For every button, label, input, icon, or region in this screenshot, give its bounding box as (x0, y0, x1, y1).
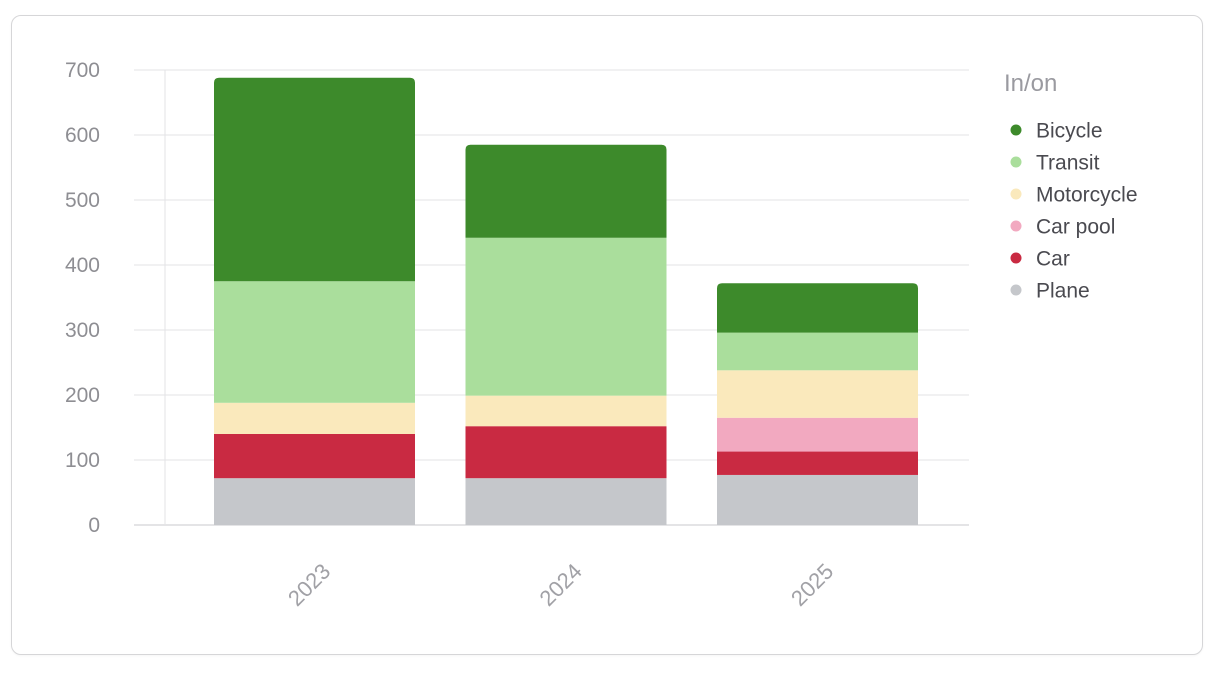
y-tick-label: 0 (88, 514, 100, 537)
legend-swatch (1010, 252, 1022, 264)
legend-swatch (1010, 284, 1022, 296)
bar-segment-car-2023[interactable] (214, 434, 415, 479)
bar-segment-transit-2023[interactable] (214, 281, 415, 403)
bar-segment-bicycle-2025[interactable] (717, 283, 918, 333)
bar-segment-motorcycle-2023[interactable] (214, 402, 415, 434)
y-tick-label: 100 (65, 449, 100, 472)
legend-item-car[interactable]: Car (1036, 248, 1070, 271)
bar-segment-transit-2024[interactable] (465, 237, 667, 396)
legend-swatch (1010, 220, 1022, 232)
bar-segment-motorcycle-2024[interactable] (465, 395, 667, 427)
bar-segment-motorcycle-2025[interactable] (717, 370, 918, 418)
bar-segment-car-pool-2025[interactable] (717, 417, 918, 452)
bar-segment-car-2025[interactable] (717, 451, 918, 475)
bar-segment-plane-2024[interactable] (465, 478, 667, 525)
legend-item-transit[interactable]: Transit (1036, 152, 1100, 175)
bar-segment-transit-2025[interactable] (717, 332, 918, 371)
legend-swatch (1010, 188, 1022, 200)
bar-segment-car-2024[interactable] (465, 426, 667, 479)
legend: In/on Bicycle Transit Motorcycle Car pool Ca… (1004, 70, 1138, 303)
x-tick-label: 2024 (535, 559, 587, 611)
y-tick-label: 500 (65, 189, 100, 212)
legend-swatch (1010, 156, 1022, 168)
x-tick-label: 2025 (786, 559, 838, 611)
legend-title: In/on (1004, 70, 1057, 97)
bar-segment-plane-2025[interactable] (717, 474, 918, 525)
bar-segment-plane-2023[interactable] (214, 478, 415, 525)
legend-item-car-pool[interactable]: Car pool (1036, 216, 1115, 239)
bar-segment-bicycle-2024[interactable] (465, 144, 667, 238)
y-axis: 0 100 200 300 400 500 600 700 (65, 59, 100, 537)
x-axis: 2023 2024 2025 (283, 559, 838, 611)
legend-item-plane[interactable]: Plane (1036, 280, 1090, 303)
y-tick-label: 600 (65, 124, 100, 147)
y-tick-label: 200 (65, 384, 100, 407)
legend-item-bicycle[interactable]: Bicycle (1036, 120, 1103, 143)
y-tick-label: 300 (65, 319, 100, 342)
bar-segment-bicycle-2023[interactable] (214, 77, 415, 282)
legend-item-motorcycle[interactable]: Motorcycle (1036, 184, 1138, 207)
legend-swatch (1010, 124, 1022, 136)
x-tick-label: 2023 (283, 559, 335, 611)
y-tick-label: 400 (65, 254, 100, 277)
y-tick-label: 700 (65, 59, 100, 82)
bars (214, 77, 918, 525)
